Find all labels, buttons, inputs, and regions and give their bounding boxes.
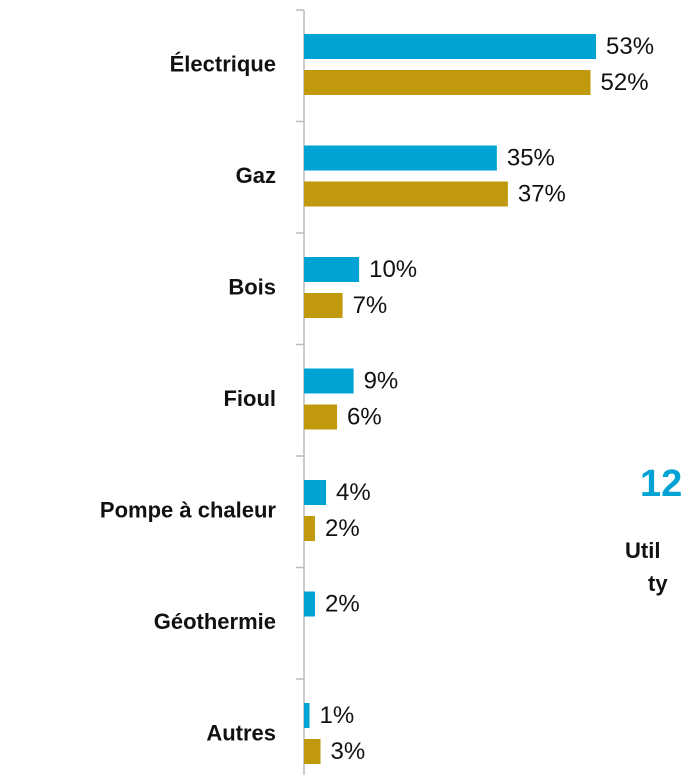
bar [304,480,327,505]
value-label: 4% [336,479,371,506]
bar [304,70,591,95]
bar [304,703,310,728]
value-label: 2% [325,590,360,617]
category-label: Autres [206,721,276,746]
annotation: 12 [640,463,682,505]
bar [304,293,343,318]
value-label: 10% [369,256,417,283]
value-label: 37% [518,180,566,207]
bar [304,739,321,764]
category-label: Pompe à chaleur [100,498,277,523]
value-label: 35% [507,144,555,171]
value-label: 1% [320,702,355,729]
value-label: 2% [325,515,360,542]
bar [304,145,497,171]
bar [304,181,508,207]
bar [304,257,360,282]
category-label: Gaz [236,163,276,188]
annotation: ty [648,571,668,596]
category-label: Géothermie [154,609,276,634]
value-label: 53% [606,33,654,60]
value-label: 7% [353,292,388,319]
category-label: Électrique [170,52,276,77]
value-label: 3% [331,738,366,765]
category-label: Fioul [223,386,276,411]
value-label: 52% [601,69,649,96]
bar [304,516,316,541]
bar [304,591,316,617]
bar [304,404,338,430]
value-label: 6% [347,403,382,430]
category-label: Bois [228,275,276,300]
annotation: Util [625,538,660,563]
value-label: 9% [364,367,399,394]
bar [304,34,597,59]
bar [304,368,354,394]
